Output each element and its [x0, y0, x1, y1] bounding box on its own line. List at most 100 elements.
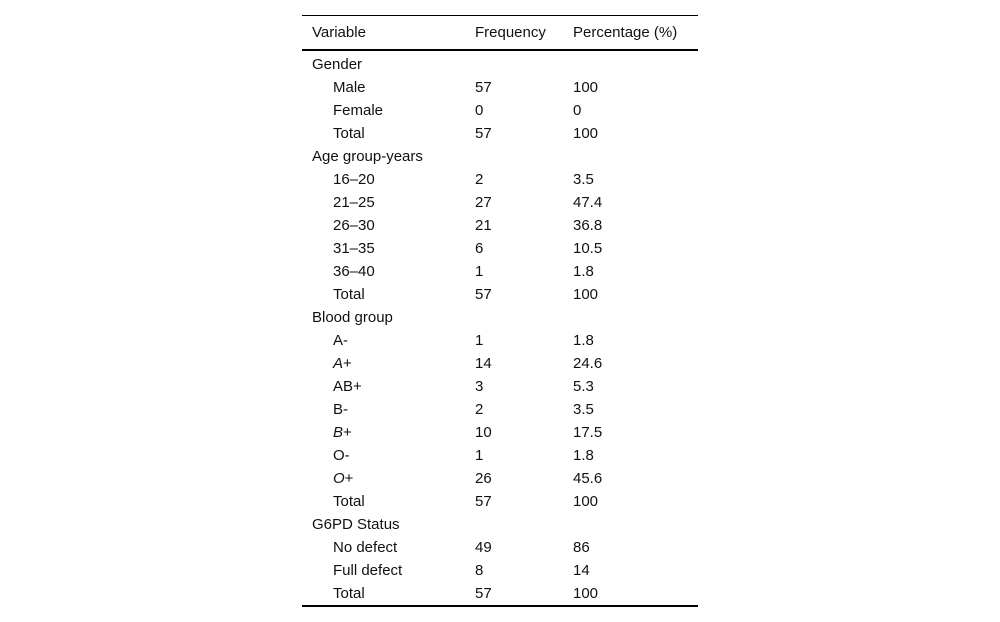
percentage-cell: 17.5 [573, 424, 603, 441]
percentage-cell: 10.5 [573, 240, 603, 257]
percentage-cell: 47.4 [573, 194, 603, 211]
percentage-cell: 24.6 [573, 355, 603, 372]
variable-cell: G6PD Status [312, 516, 400, 533]
table-row: Full defect 8 14 [302, 559, 698, 582]
percentage-cell: 100 [573, 585, 599, 602]
table-row: O+ 26 45.6 [302, 467, 698, 490]
variable-cell: Blood group [312, 309, 393, 326]
variable-cell: Gender [312, 56, 363, 73]
percentage-cell: 100 [573, 79, 599, 96]
table-row: 36–40 1 1.8 [302, 260, 698, 283]
table-row: 16–20 2 3.5 [302, 168, 698, 191]
table-header: Variable Frequency Percentage (%) [302, 16, 698, 50]
table-row: O- 1 1.8 [302, 444, 698, 467]
table-row: A- 1 1.8 [302, 329, 698, 352]
frequency-cell [475, 513, 573, 536]
table-row: Total 57 100 [302, 283, 698, 306]
table-row: Total 57 100 [302, 122, 698, 145]
table-row: 31–35 6 10.5 [302, 237, 698, 260]
frequency-cell: 27 [475, 194, 492, 211]
frequency-cell: 3 [475, 378, 484, 395]
column-header-percentage: Percentage (%) [573, 24, 678, 41]
percentage-cell: 14 [573, 562, 590, 579]
frequency-cell: 49 [475, 539, 492, 556]
table-row: 26–30 21 36.8 [302, 214, 698, 237]
frequency-cell: 10 [475, 424, 492, 441]
table-body: Gender Male 57 100 Female 0 0 Total 57 100 Age gro… [302, 50, 698, 606]
percentage-cell: 36.8 [573, 217, 603, 234]
percentage-cell [573, 145, 698, 168]
variable-cell: Female [333, 102, 384, 119]
table-row: Total 57 100 [302, 490, 698, 513]
frequency-cell: 1 [475, 263, 484, 280]
variable-cell: Total [333, 125, 365, 142]
variable-cell: B+ [333, 424, 352, 441]
variable-cell: Male [333, 79, 366, 96]
table-row: B+ 10 17.5 [302, 421, 698, 444]
variable-cell: Total [333, 286, 365, 303]
variable-cell: AB+ [333, 378, 362, 395]
table-row: B- 2 3.5 [302, 398, 698, 421]
variable-cell: A+ [333, 355, 352, 372]
table-row: Female 0 0 [302, 99, 698, 122]
table-row: Age group-years [302, 145, 698, 168]
variable-cell: 16–20 [333, 171, 375, 188]
percentage-cell: 1.8 [573, 447, 594, 464]
frequency-cell: 2 [475, 401, 484, 418]
percentage-cell: 86 [573, 539, 590, 556]
frequency-cell: 6 [475, 240, 484, 257]
frequency-cell [475, 50, 573, 76]
table-row: 21–25 27 47.4 [302, 191, 698, 214]
frequency-cell: 57 [475, 493, 492, 510]
variable-cell: O+ [333, 470, 354, 487]
table-row: Male 57 100 [302, 76, 698, 99]
table-row: Blood group [302, 306, 698, 329]
column-header-frequency: Frequency [475, 24, 546, 41]
percentage-cell: 5.3 [573, 378, 594, 395]
table-row: No defect 49 86 [302, 536, 698, 559]
frequency-cell: 14 [475, 355, 492, 372]
percentage-cell: 0 [573, 102, 582, 119]
percentage-cell [573, 513, 698, 536]
variable-cell: Total [333, 493, 365, 510]
frequency-cell: 57 [475, 125, 492, 142]
frequency-cell: 57 [475, 286, 492, 303]
frequency-cell: 0 [475, 102, 484, 119]
column-header-variable: Variable [312, 24, 366, 41]
percentage-cell: 100 [573, 286, 599, 303]
header-row: Variable Frequency Percentage (%) [302, 16, 698, 50]
variable-cell: No defect [333, 539, 398, 556]
variable-cell: Full defect [333, 562, 403, 579]
variable-cell: B- [333, 401, 348, 418]
frequency-cell: 57 [475, 585, 492, 602]
percentage-cell: 1.8 [573, 332, 594, 349]
variable-cell: 31–35 [333, 240, 375, 257]
frequency-cell: 21 [475, 217, 492, 234]
percentage-cell: 45.6 [573, 470, 603, 487]
variable-cell: 36–40 [333, 263, 375, 280]
frequency-cell: 8 [475, 562, 484, 579]
variable-cell: A- [333, 332, 348, 349]
percentage-cell: 3.5 [573, 171, 594, 188]
table-row: A+ 14 24.6 [302, 352, 698, 375]
variable-cell: Age group-years [312, 148, 423, 165]
frequency-cell: 1 [475, 447, 484, 464]
percentage-cell: 100 [573, 125, 599, 142]
percentage-cell [573, 306, 698, 329]
frequency-cell: 26 [475, 470, 492, 487]
percentage-cell: 3.5 [573, 401, 594, 418]
frequency-cell: 2 [475, 171, 484, 188]
percentage-cell [573, 50, 698, 76]
variable-cell: 26–30 [333, 217, 375, 234]
statistics-table: Variable Frequency Percentage (%) Gender… [302, 15, 698, 607]
table-row: AB+ 3 5.3 [302, 375, 698, 398]
table-row: G6PD Status [302, 513, 698, 536]
table-row: Gender [302, 50, 698, 76]
percentage-cell: 100 [573, 493, 599, 510]
variable-cell: Total [333, 585, 365, 602]
frequency-cell: 57 [475, 79, 492, 96]
table-row: Total 57 100 [302, 582, 698, 606]
percentage-cell: 1.8 [573, 263, 594, 280]
frequency-cell: 1 [475, 332, 484, 349]
